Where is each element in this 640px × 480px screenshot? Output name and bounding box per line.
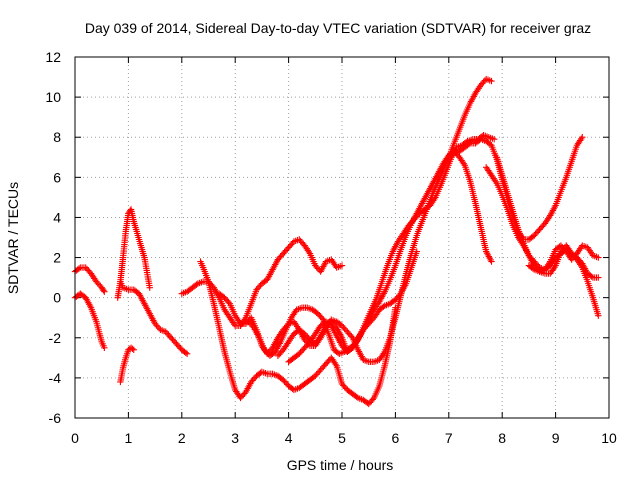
data-point [588,273,595,280]
data-point [100,287,107,294]
series-arc-a [71,264,108,295]
series-arc-j [274,75,495,366]
x-tick-label: 6 [392,430,400,446]
series-arc-k [285,148,495,366]
x-tick-label: 10 [601,430,617,446]
x-tick-label: 3 [231,430,239,446]
data-point [369,396,376,403]
x-tick-label: 7 [445,430,453,446]
data-point [465,141,473,148]
x-tick-label: 1 [125,430,133,446]
chart-title: Day 039 of 2014, Sidereal Day-to-day VTE… [85,20,591,36]
data-point [182,349,190,357]
y-tick-labels: -6 -4 -2 0 2 4 6 8 10 12 [45,49,61,426]
data-point [225,298,232,306]
data-point [75,265,83,272]
data-point [595,312,602,319]
data-point [338,262,346,269]
plot-frame [74,56,610,419]
x-tick-label: 0 [71,430,79,446]
series-arc-n [493,154,602,319]
data-point [579,134,586,141]
y-tick-label: 4 [53,209,61,225]
data-point [130,346,137,354]
data-point [595,254,602,261]
data-point [183,350,191,358]
data-point [488,77,495,85]
grid-lines [75,57,609,418]
data-point [129,345,136,353]
x-tick-label: 4 [285,430,293,446]
y-tick-label: 0 [53,290,61,306]
x-tick-labels: 0 1 2 3 4 5 6 7 8 9 10 [71,430,617,446]
series-arc-b [71,290,108,352]
y-tick-label: -2 [49,330,62,346]
y-tick-label: 10 [45,89,61,105]
y-tick-label: 6 [53,169,61,185]
series-arc-d [114,206,153,301]
data-point [318,315,326,322]
data-point [101,288,108,295]
series-arc-i [245,132,498,360]
series-arc-c [117,344,137,386]
data-point [348,333,355,340]
y-tick-label: 12 [45,49,61,65]
x-axis-label: GPS time / hours [287,457,394,473]
series-arc-o [525,242,602,275]
x-tick-label: 2 [178,430,186,446]
y-axis-label: SDTVAR / TECUs [5,182,21,294]
data-series [71,75,602,408]
data-point [146,284,153,291]
x-tick-label: 5 [338,430,346,446]
data-point [595,274,602,281]
y-tick-label: -4 [49,370,62,386]
data-point [490,136,498,143]
x-tick-label: 9 [552,430,560,446]
y-tick-label: -6 [49,410,62,426]
data-point [101,344,108,352]
y-tick-label: 8 [53,129,61,145]
data-point [488,258,495,265]
x-tick-label: 8 [498,430,506,446]
series-arc-e [117,278,191,358]
y-tick-label: 2 [53,250,61,266]
series-arc-f [178,236,346,329]
